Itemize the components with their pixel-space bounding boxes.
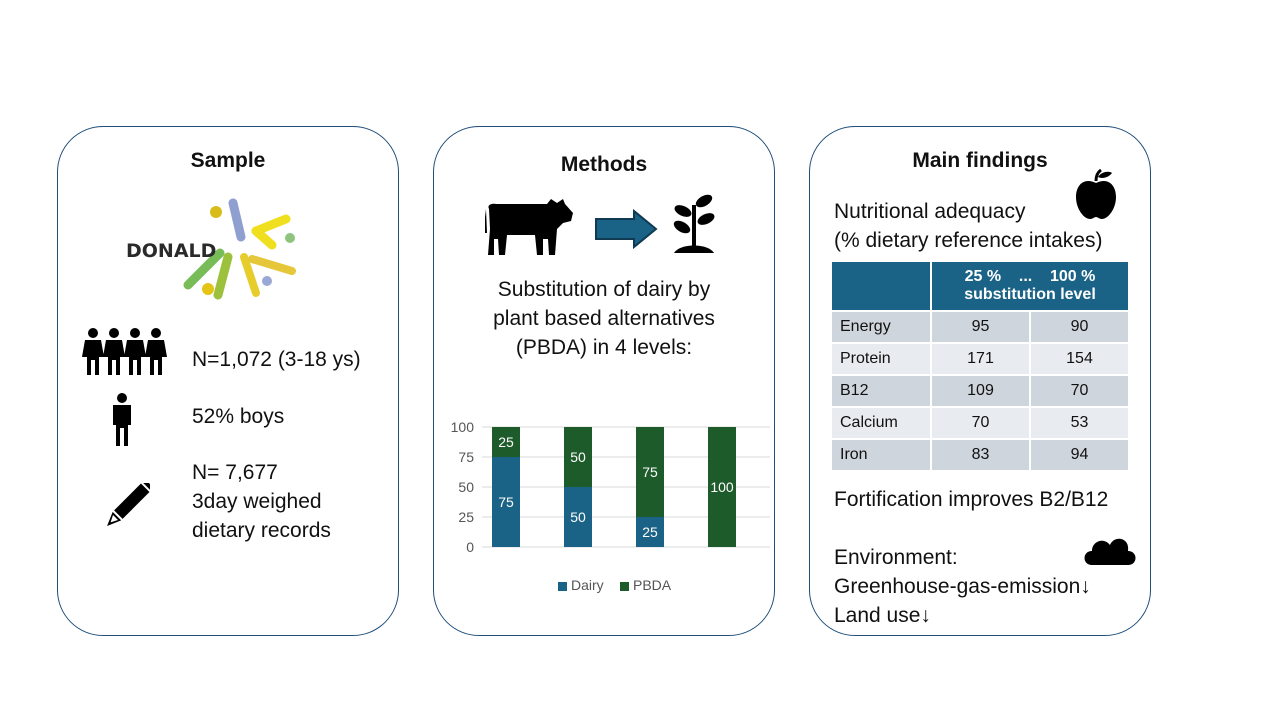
apple-icon bbox=[1076, 169, 1116, 219]
row-label: Energy bbox=[830, 310, 932, 344]
sample-panel: Sample DONALD N=1,072 (3-18 ys) 52% boys bbox=[57, 126, 399, 636]
substitution-chart: 100 75 50 25 0 75 25 50 50 25 75 100 bbox=[451, 419, 770, 555]
cloud-icon bbox=[1084, 538, 1136, 565]
records-line2: 3day weighed bbox=[192, 490, 322, 513]
row-label: Protein bbox=[830, 342, 932, 376]
table-row: B12 109 70 bbox=[830, 374, 1130, 408]
table-row: Energy 95 90 bbox=[830, 310, 1130, 344]
y-tick-label: 0 bbox=[466, 539, 474, 555]
row-value-25: 171 bbox=[930, 342, 1031, 376]
arrow-right-icon bbox=[595, 209, 658, 249]
bar-pbda bbox=[708, 427, 736, 547]
header-line1: 25 % ... 100 % bbox=[964, 268, 1096, 285]
data-label-pbda: 25 bbox=[498, 434, 514, 450]
records-line1: N= 7,677 bbox=[192, 461, 278, 484]
plant-icon bbox=[673, 194, 715, 253]
logo-text: DONALD bbox=[126, 240, 216, 262]
row-label: Calcium bbox=[830, 406, 932, 440]
y-tick-label: 25 bbox=[458, 509, 474, 525]
row-value-25: 95 bbox=[930, 310, 1031, 344]
row-value-100: 53 bbox=[1029, 406, 1130, 440]
fortification-text: Fortification improves B2/B12 bbox=[834, 488, 1109, 511]
data-label-dairy: 25 bbox=[642, 524, 658, 540]
pencil-icon bbox=[107, 483, 150, 526]
findings-panel: Main findings Nutritional adequacy (% di… bbox=[809, 126, 1151, 636]
env-title: Environment: bbox=[834, 546, 958, 569]
row-value-25: 70 bbox=[930, 406, 1031, 440]
bar-dairy bbox=[492, 457, 520, 547]
env-line2: Land use↓ bbox=[834, 604, 931, 627]
legend-dairy: Dairy bbox=[558, 577, 604, 593]
data-label-dairy: 75 bbox=[498, 494, 514, 510]
person-icon bbox=[113, 393, 131, 446]
cow-icon bbox=[485, 199, 573, 255]
bar-dairy bbox=[636, 517, 664, 547]
y-tick-label: 50 bbox=[458, 479, 474, 495]
bar-dairy bbox=[564, 487, 592, 547]
nutr-line2: (% dietary reference intakes) bbox=[834, 229, 1103, 252]
table-header-row: 25 % ... 100 % substitution level bbox=[830, 260, 1130, 312]
y-tick-label: 100 bbox=[451, 419, 475, 435]
env-line1: Greenhouse-gas-emission↓ bbox=[834, 575, 1091, 598]
findings-title: Main findings bbox=[912, 149, 1048, 172]
methods-desc-line1: Substitution of dairy by bbox=[497, 278, 711, 301]
row-value-100: 94 bbox=[1029, 438, 1130, 472]
legend-dairy-label: Dairy bbox=[571, 577, 604, 593]
nutr-line1: Nutritional adequacy bbox=[834, 200, 1026, 223]
methods-desc-line3: (PBDA) in 4 levels: bbox=[515, 336, 693, 359]
methods-desc-line2: plant based alternatives bbox=[493, 307, 715, 330]
data-label-pbda: 75 bbox=[642, 464, 658, 480]
row-label: B12 bbox=[830, 374, 932, 408]
nutrient-table: 25 % ... 100 % substitution level Energy… bbox=[830, 260, 1130, 472]
row-value-25: 109 bbox=[930, 374, 1031, 408]
row-value-100: 90 bbox=[1029, 310, 1130, 344]
y-tick-label: 75 bbox=[458, 449, 474, 465]
methods-panel: Methods Substitution of dairy by plant b… bbox=[433, 126, 775, 636]
table-row: Calcium 70 53 bbox=[830, 406, 1130, 440]
row-value-100: 154 bbox=[1029, 342, 1130, 376]
row-value-25: 83 bbox=[930, 438, 1031, 472]
methods-title: Methods bbox=[560, 153, 648, 176]
data-label-dairy: 50 bbox=[570, 509, 586, 525]
boys-text: 52% boys bbox=[192, 405, 285, 428]
records-line3: dietary records bbox=[192, 519, 331, 542]
table-row: Iron 83 94 bbox=[830, 438, 1130, 472]
bar-pbda bbox=[492, 427, 520, 457]
table-header-levels: 25 % ... 100 % substitution level bbox=[930, 260, 1130, 312]
bar-pbda bbox=[636, 427, 664, 517]
legend-dairy-swatch bbox=[558, 581, 567, 591]
table-header-empty bbox=[830, 260, 932, 312]
data-label-pbda: 50 bbox=[570, 449, 586, 465]
legend-pbda-swatch bbox=[620, 581, 629, 591]
header-line2: substitution level bbox=[964, 286, 1096, 303]
sample-title: Sample bbox=[190, 149, 266, 172]
legend-pbda-label: PBDA bbox=[633, 577, 672, 593]
legend-pbda: PBDA bbox=[620, 577, 671, 593]
participants-text: N=1,072 (3-18 ys) bbox=[192, 348, 361, 371]
row-label: Iron bbox=[830, 438, 932, 472]
row-value-100: 70 bbox=[1029, 374, 1130, 408]
table-row: Protein 171 154 bbox=[830, 342, 1130, 376]
data-label-pbda: 100 bbox=[710, 479, 734, 495]
bar-pbda bbox=[564, 427, 592, 487]
family-icon bbox=[82, 328, 167, 375]
donald-logo: DONALD bbox=[126, 198, 296, 300]
